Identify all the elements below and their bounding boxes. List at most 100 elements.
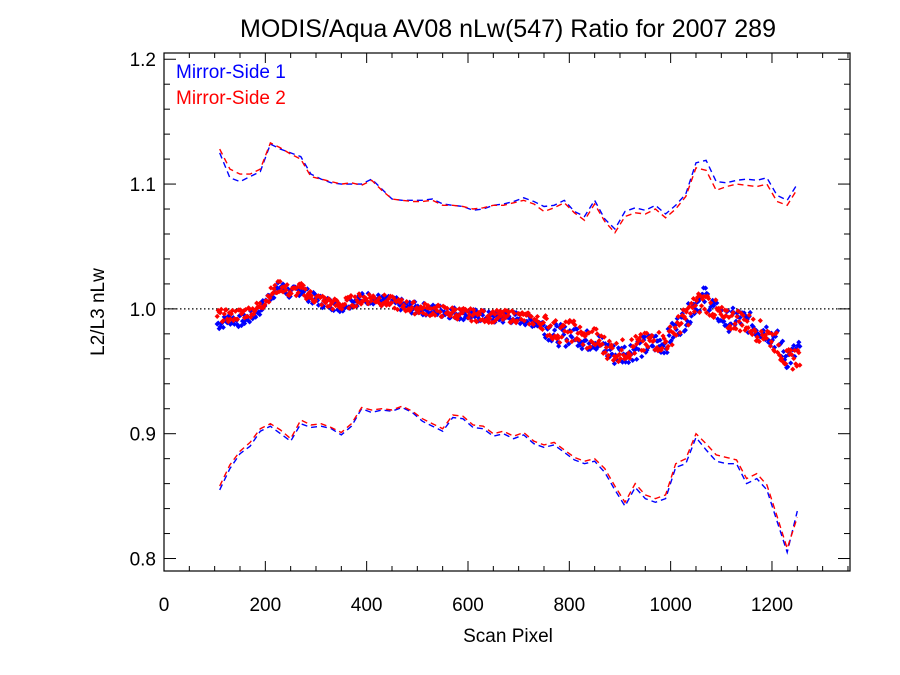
ratio-point-ms1 — [375, 292, 381, 298]
ratio-point-ms2 — [295, 290, 301, 296]
ratio-point-ms1 — [750, 324, 756, 330]
ratio-point-ms2 — [607, 344, 613, 350]
ratio-point-ms1 — [577, 342, 583, 348]
ratio-point-ms2 — [590, 340, 596, 346]
ratio-point-ms2 — [528, 313, 534, 320]
ratio-point-ms1 — [734, 310, 740, 316]
ratio-point-ms2 — [500, 316, 506, 323]
ratio-point-ms2 — [428, 305, 434, 312]
ratio-point-ms2 — [422, 301, 428, 307]
ratio-point-ms1 — [591, 345, 597, 351]
ratio-point-ms2 — [651, 337, 657, 343]
ratio-point-ms2 — [641, 347, 647, 354]
ratio-point-ms2 — [267, 295, 273, 301]
ratio-point-ms2 — [606, 338, 612, 344]
upper-line-ms1 — [219, 143, 798, 231]
ratio-point-ms1 — [634, 356, 640, 362]
ratio-point-ms2 — [459, 310, 466, 316]
ratio-point-ms2 — [599, 341, 605, 347]
ratio-point-ms1 — [636, 346, 642, 353]
ratio-point-ms2 — [394, 306, 401, 313]
ratio-point-ms2 — [272, 282, 278, 288]
ratio-point-ms2 — [736, 318, 742, 325]
ratio-point-ms1 — [468, 310, 475, 316]
ratio-point-ms2 — [343, 295, 349, 301]
ratio-point-ms2 — [632, 350, 638, 356]
ratio-point-ms2 — [338, 303, 344, 309]
ratio-point-ms2 — [689, 305, 696, 311]
ratio-point-ms1 — [664, 349, 670, 356]
ratio-point-ms1 — [556, 343, 562, 349]
ratio-point-ms2 — [283, 287, 289, 293]
ratio-point-ms2 — [399, 297, 405, 303]
ratio-point-ms1 — [766, 338, 773, 344]
ratio-point-ms1 — [603, 347, 609, 354]
ratio-point-ms2 — [582, 333, 588, 339]
ratio-point-ms2 — [218, 306, 224, 312]
ratio-point-ms2 — [546, 332, 553, 338]
ratio-point-ms2 — [247, 306, 253, 312]
ratio-point-ms1 — [796, 339, 802, 345]
ratio-point-ms2 — [545, 324, 552, 331]
ratio-point-ms2 — [525, 310, 531, 316]
ratio-point-ms2 — [746, 312, 752, 318]
ratio-point-ms2 — [318, 302, 325, 308]
ratio-point-ms1 — [348, 297, 354, 303]
ratio-point-ms1 — [448, 306, 454, 313]
ratio-point-ms2 — [229, 307, 235, 314]
ratio-point-ms1 — [220, 324, 226, 330]
y-tick-label: 1.2 — [130, 50, 156, 71]
ratio-point-ms2 — [468, 318, 475, 324]
ratio-point-ms2 — [624, 353, 631, 359]
ratio-point-ms2 — [355, 299, 361, 305]
ratio-point-ms2 — [284, 282, 290, 288]
ratio-point-ms2 — [580, 341, 586, 348]
x-axis: 0 200 400 600 800 1000 1200 — [159, 53, 849, 616]
ratio-point-ms2 — [597, 342, 603, 348]
ratio-point-ms1 — [271, 295, 277, 301]
ratio-point-ms2 — [492, 311, 498, 317]
ratio-point-ms2 — [482, 319, 488, 325]
ratio-point-ms2 — [381, 292, 387, 298]
ratio-point-ms2 — [768, 339, 775, 345]
ratio-point-ms2 — [537, 325, 544, 331]
ratio-point-ms2 — [583, 331, 589, 338]
ratio-point-ms2 — [491, 319, 497, 325]
ratio-point-ms2 — [797, 362, 803, 368]
ratio-point-ms2 — [400, 304, 406, 310]
ratio-point-ms1 — [760, 327, 766, 333]
ratio-point-ms1 — [513, 310, 519, 316]
envelope-lines — [219, 141, 798, 555]
ratio-point-ms2 — [559, 334, 565, 340]
ratio-point-ms2 — [301, 292, 307, 299]
ratio-point-ms2 — [598, 333, 604, 339]
ratio-point-ms2 — [306, 294, 313, 300]
ratio-point-ms2 — [725, 325, 731, 331]
ratio-point-ms2 — [274, 290, 280, 296]
ratio-point-ms2 — [223, 307, 229, 313]
ratio-point-ms1 — [716, 318, 722, 324]
ratio-point-ms2 — [363, 295, 369, 302]
ratio-point-ms2 — [673, 332, 679, 338]
ratio-point-ms2 — [439, 313, 445, 319]
ratio-point-ms1 — [343, 304, 349, 310]
ratio-point-ms2 — [402, 306, 408, 312]
ratio-point-ms2 — [224, 316, 230, 322]
ratio-point-ms2 — [592, 342, 598, 348]
ratio-point-ms2 — [257, 300, 263, 306]
ratio-point-ms2 — [495, 315, 501, 321]
ratio-point-ms2 — [676, 322, 682, 328]
ratio-point-ms2 — [631, 343, 637, 350]
ratio-point-ms2 — [620, 352, 627, 358]
ratio-point-ms1 — [701, 299, 708, 305]
ratio-point-ms1 — [569, 334, 575, 340]
ratio-point-ms2 — [754, 334, 760, 340]
ratio-point-ms2 — [734, 313, 740, 320]
ratio-point-ms1 — [623, 351, 630, 357]
ratio-point-ms1 — [657, 337, 663, 343]
y-tick-label: 1.0 — [130, 300, 156, 321]
ratio-point-ms1 — [593, 346, 599, 352]
ratio-point-ms2 — [388, 300, 395, 306]
ratio-point-ms2 — [376, 295, 382, 301]
ratio-point-ms2 — [790, 366, 796, 372]
